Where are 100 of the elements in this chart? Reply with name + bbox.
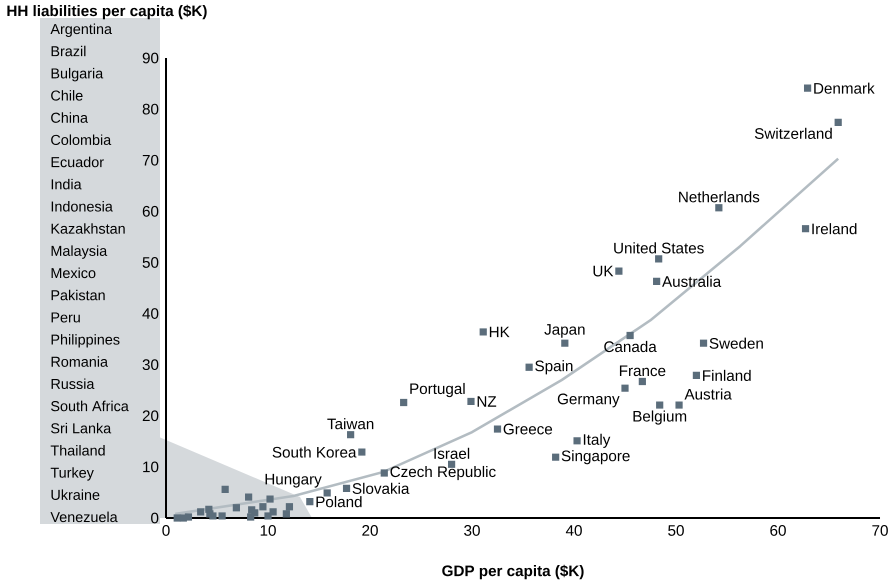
text: Sri Lanka — [51, 422, 112, 434]
series-label: Portugal — [410, 382, 465, 398]
series-label: Germany — [558, 394, 620, 408]
point — [480, 328, 487, 336]
x-tick-label: 10 — [260, 525, 276, 536]
point — [380, 469, 388, 477]
point — [282, 510, 290, 518]
point — [286, 503, 294, 510]
point — [184, 513, 192, 521]
y-tick-label: 70 — [142, 154, 158, 166]
series-label: Italy — [584, 434, 610, 448]
point — [358, 448, 366, 456]
x-tick-label: 50 — [668, 525, 684, 536]
point — [655, 255, 662, 262]
x-tick-label: 60 — [770, 525, 786, 536]
series-label: United States — [614, 242, 704, 254]
point — [638, 378, 646, 386]
text: Bulgaria — [52, 68, 104, 82]
point — [209, 512, 217, 520]
series-label: Australia — [662, 276, 722, 287]
series-label: NZ — [478, 396, 496, 407]
series-label: Switzerland — [754, 128, 832, 139]
text: India — [52, 178, 82, 190]
series-label: Austria — [684, 388, 732, 400]
text: Russia — [52, 378, 94, 390]
series-label: Ireland — [812, 223, 856, 234]
text: Romania — [52, 356, 108, 367]
point — [467, 398, 475, 406]
point — [615, 268, 622, 275]
point — [259, 503, 267, 510]
text: China — [51, 112, 88, 123]
text: Mexico — [52, 268, 96, 278]
text: Colombia — [51, 134, 112, 146]
y-tick-label: 50 — [142, 257, 158, 268]
text: South Africa — [51, 400, 129, 412]
y-tick-label: 20 — [142, 410, 158, 422]
point — [692, 372, 700, 379]
series-label: Taiwan — [327, 418, 374, 430]
series-label: UK — [594, 266, 614, 276]
point — [573, 437, 581, 444]
point — [247, 513, 254, 521]
point — [552, 454, 560, 461]
point — [653, 278, 660, 285]
series-label: Greece — [504, 424, 552, 434]
text: Thailand — [50, 445, 105, 456]
y-tick-label: 10 — [143, 461, 158, 472]
point — [715, 204, 722, 212]
y-tick-label: 0 — [151, 512, 158, 524]
point — [804, 84, 812, 92]
point — [218, 512, 226, 520]
x-tick-label: 0 — [162, 525, 170, 536]
text: Venezuela — [50, 512, 118, 522]
y-tick-label: 40 — [142, 308, 158, 319]
point — [526, 364, 533, 371]
text: Kazakhstan — [52, 223, 125, 234]
series-label: Israel — [434, 448, 470, 459]
series-label: Netherlands — [679, 191, 760, 202]
point — [245, 493, 252, 501]
series-label: Japan — [544, 324, 585, 338]
text: Malaysia — [52, 245, 108, 259]
y-tick-label: 90 — [142, 52, 158, 64]
point — [700, 340, 708, 347]
series-label: South Korea — [272, 446, 356, 458]
point — [347, 431, 354, 438]
series-label: Poland — [316, 496, 362, 508]
text: Pakistan — [52, 290, 105, 300]
x-tick-label: 70 — [872, 525, 888, 536]
series-label: Czech Republic — [390, 466, 496, 480]
point — [197, 508, 204, 516]
point — [306, 498, 314, 506]
point — [494, 425, 502, 433]
point — [232, 504, 240, 512]
series-label: Sweden — [710, 338, 763, 349]
series-label: Denmark — [814, 82, 875, 94]
point — [222, 486, 229, 493]
series-label: France — [620, 366, 666, 376]
point — [802, 225, 810, 232]
x-tick-label: 40 — [566, 525, 582, 536]
series-label: Finland — [703, 370, 751, 381]
text: Turkey — [50, 467, 94, 481]
point — [264, 512, 272, 520]
x-tick-label: 20 — [362, 525, 378, 536]
point — [656, 401, 664, 409]
point — [266, 495, 274, 503]
y-axis-title: HH liabilities per capita ($K) — [7, 4, 207, 20]
y-tick-label: 80 — [142, 104, 158, 114]
x-tick-label: 30 — [464, 525, 480, 536]
point — [834, 118, 842, 126]
text: Chile — [51, 90, 83, 101]
y-tick-label: 60 — [142, 206, 158, 217]
series-label: Spain — [535, 360, 572, 374]
x-axis-title: GDP per capita ($K) — [442, 564, 584, 580]
point — [675, 401, 683, 409]
series-label: Hungary — [266, 474, 322, 488]
text: Ecuador — [52, 156, 104, 168]
point — [342, 484, 350, 492]
series-label: Singapore — [562, 450, 630, 464]
text: Brazil — [52, 46, 86, 56]
point — [400, 398, 408, 406]
series-label: Canada — [604, 340, 657, 352]
